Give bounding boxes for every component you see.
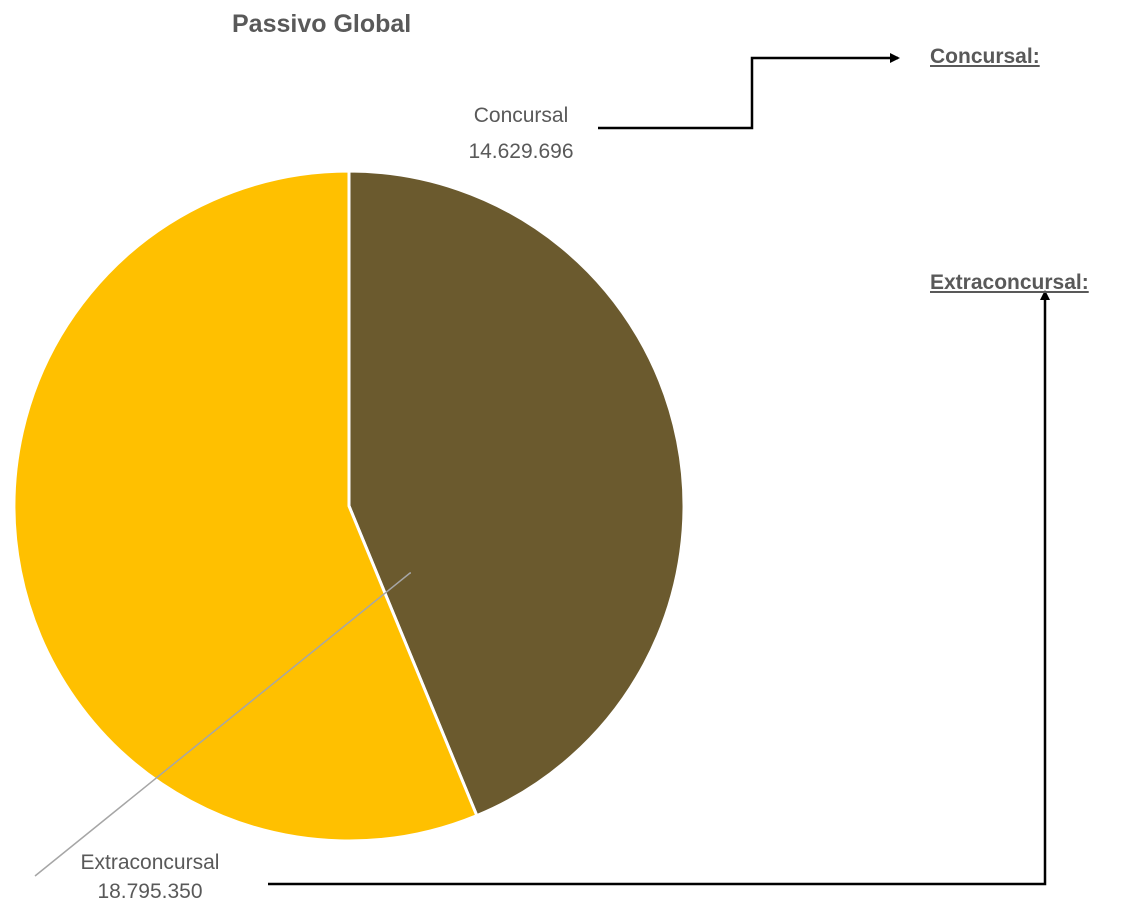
concursal-callout-heading: Concursal:	[930, 45, 1040, 68]
pie-slices	[12, 169, 686, 843]
extraconcursal-callout-heading: Extraconcursal:	[930, 271, 1089, 294]
pie-slice-extraconcursal	[12, 169, 479, 843]
data-label-name-concursal: Concursal	[474, 104, 569, 127]
data-labels: Concursal 14.629.696 Extraconcursal 18.795.…	[81, 104, 574, 903]
data-label-name-extraconcursal: Extraconcursal	[81, 851, 220, 874]
pie-slice-concursal	[347, 169, 686, 818]
leader-lines	[34, 572, 411, 877]
chart-title: Passivo Global	[232, 10, 412, 38]
data-label-value-concursal: 14.629.696	[468, 140, 573, 163]
extraconcursal-arrow	[268, 290, 1050, 886]
concursal-arrow	[598, 53, 900, 130]
data-label-value-extraconcursal: 18.795.350	[97, 880, 202, 903]
leader-line-extraconcursal	[34, 572, 411, 877]
